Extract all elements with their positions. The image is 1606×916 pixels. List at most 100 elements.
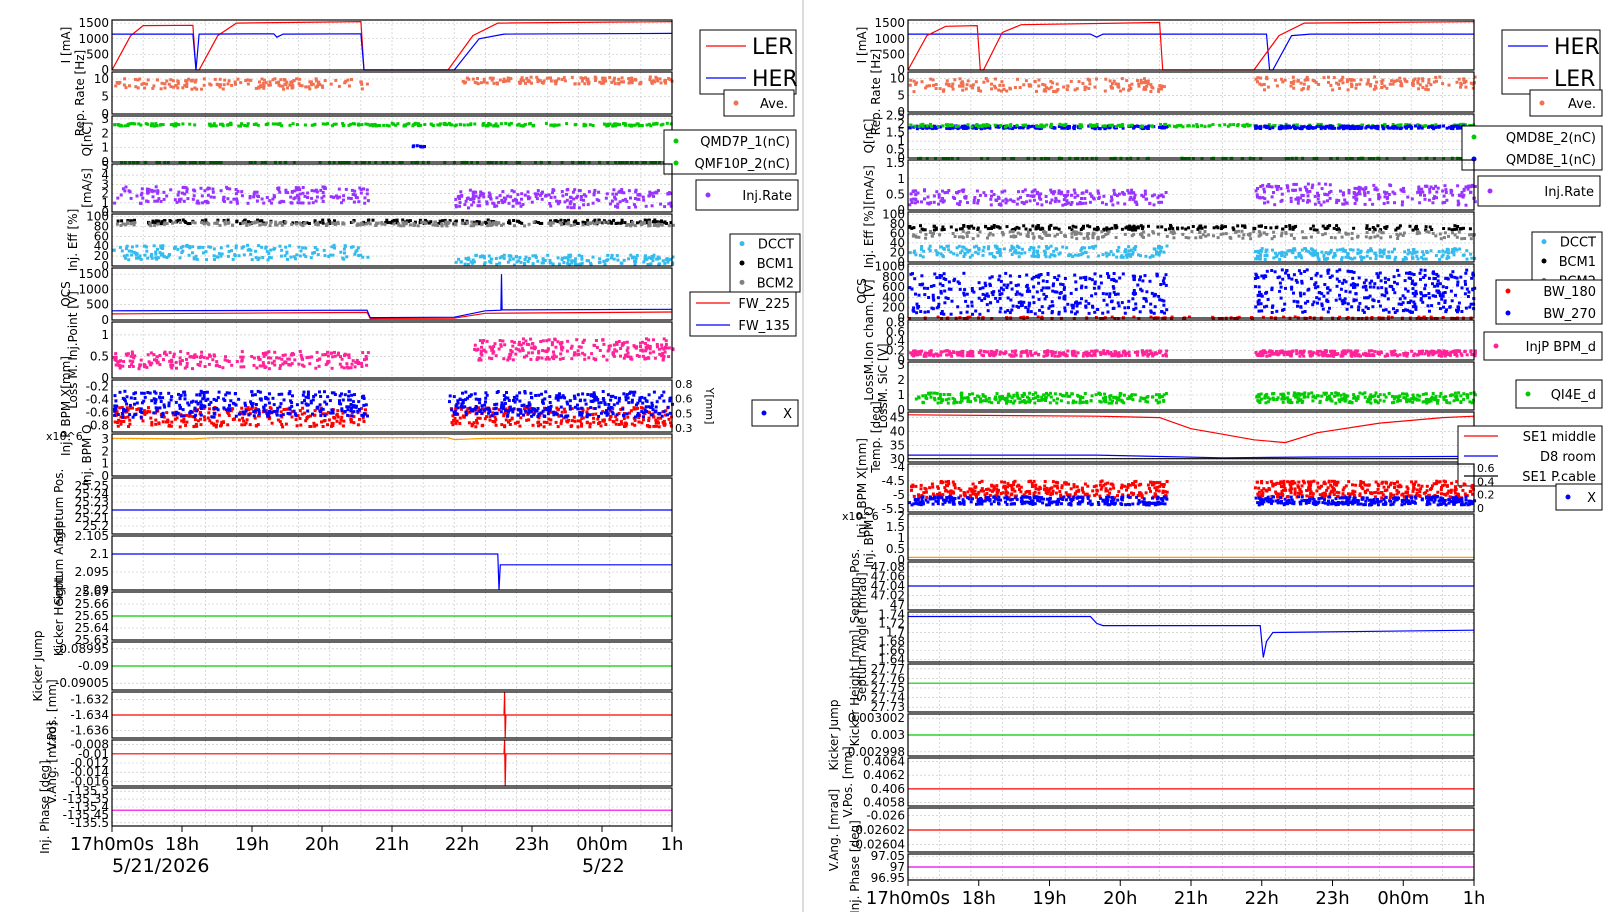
left-chart-1-series-ave--point [128, 84, 131, 87]
left-chart-4-series-dcct-point [520, 261, 523, 264]
right-chart-1-series-ave--point [998, 84, 1001, 87]
left-chart-7-series-y-point [148, 410, 151, 413]
left-chart-1-series-ave--point [145, 83, 148, 86]
left-chart-4-series-dcct-point [567, 259, 570, 262]
right-chart-1-series-ave--point [986, 79, 989, 82]
left-chart-6-series-trace-point [316, 351, 319, 354]
left-chart-3-series-inj-rate-point [611, 200, 614, 203]
left-chart-4-series-dcct-point [616, 259, 619, 262]
left-chart-7-series-x-point [523, 404, 526, 407]
left-chart-3-series-inj-rate-point [182, 186, 185, 189]
left-chart-6-series-trace-point [613, 344, 616, 347]
left-chart-4-series-dcct-point [644, 254, 647, 257]
left-chart-3-series-inj-rate-point [342, 199, 345, 202]
left-chart-2-series-qmd7p-1-nc--point [210, 124, 213, 127]
left-chart-7-series-y-point [117, 419, 120, 422]
left-chart-6-series-trace-point [157, 361, 160, 364]
left-chart-6-series-trace-point [520, 344, 523, 347]
left-chart-7-series-x-point [237, 398, 240, 401]
left-chart-7-series-x-point [648, 393, 651, 396]
left-chart-6-series-trace-point [547, 347, 550, 350]
right-chart-1-series-ave--point [966, 83, 969, 86]
left-chart-1-series-ave--point [310, 83, 313, 86]
left-chart-4-series-bcm1-point [660, 219, 663, 222]
right-chart-2-series-qmd8e-1-nc--point [1137, 125, 1140, 128]
left-chart-4-series-dcct-point [490, 261, 493, 264]
left-chart-2-series-qmd7p-1-nc--point [357, 123, 360, 126]
left-chart-7-series-x-point [257, 408, 260, 411]
left-chart-1-series-ave--point [304, 85, 307, 88]
left-chart-7-series-x-point [581, 392, 584, 395]
left-chart-7-series-y-point [240, 423, 243, 426]
right-chart-1-series-ave--point [1383, 85, 1386, 88]
right-chart-1-series-ave--point [1255, 78, 1258, 81]
right-chart-1-series-ave--point [1337, 83, 1340, 86]
left-chart-3-series-inj-rate-point [553, 196, 556, 199]
left-chart-6-series-trace-point [158, 354, 161, 357]
left-chart-7-series-x-point [663, 410, 666, 413]
left-chart-3-series-inj-rate-point [150, 190, 153, 193]
right-chart-1-series-ave--point [1137, 83, 1140, 86]
left-chart-2-series-qmd7p-1-nc--point [253, 123, 256, 126]
left-chart-3-series-inj-rate-point [340, 201, 343, 204]
left-chart-7-series-x-point [631, 401, 634, 404]
right-chart-1-series-ave--point [942, 89, 945, 92]
right-chart-1-series-ave--point [1049, 80, 1052, 83]
left-chart-3-series-inj-rate-point [128, 189, 131, 192]
right-chart-1-series-ave--point [1143, 77, 1146, 80]
left-chart-7-series-y-point [543, 421, 546, 424]
right-chart-1-series-ave--point [1329, 84, 1332, 87]
left-chart-6-series-trace-point [552, 351, 555, 354]
left-chart-1-series-ave--point [472, 78, 475, 81]
left-chart-7-series-x-point [365, 403, 368, 406]
left-chart-7-series-x-point [177, 393, 180, 396]
left-chart-4-series-bcm1-point [367, 219, 370, 222]
right-chart-2-series-qmd8e-2-nc--point [1163, 123, 1166, 126]
left-chart-6-series-trace-point [198, 364, 201, 367]
left-chart-1-series-ave--point [123, 84, 126, 87]
left-chart-2-series-qmd7p-1-nc--point [494, 124, 497, 127]
left-chart-6-series-trace-point [491, 347, 494, 350]
left-chart-6-series-trace-point [179, 360, 182, 363]
right-chart-2-series-qmd8e-2-nc--point [1015, 124, 1018, 127]
left-chart-6-series-trace-point [474, 344, 477, 347]
left-chart-1-ytick-label: 10 [94, 72, 109, 86]
left-chart-1-series-ave--point [608, 76, 611, 79]
left-chart-7-series-y-point [280, 410, 283, 413]
left-chart-3-series-inj-rate-point [297, 186, 300, 189]
right-chart-1-series-ave--point [1014, 86, 1017, 89]
left-chart-3-series-inj-rate-point [520, 198, 523, 201]
right-chart-2-series-qmd8e-2-nc--point [1009, 123, 1012, 126]
left-chart-7-series-y-point [322, 425, 325, 428]
left-chart-7-series-y-point [219, 424, 222, 427]
left-chart-1-series-ave--point [279, 78, 282, 81]
left-chart-7-series-x-point [136, 402, 139, 405]
left-chart-3-series-inj-rate-point [570, 206, 573, 209]
left-chart-6-series-trace-point [155, 355, 158, 358]
left-chart-4-series-bcm1-point [204, 219, 207, 222]
left-chart-4-series-bcm2-point [326, 223, 329, 226]
left-chart-3-series-inj-rate-point [360, 192, 363, 195]
left-chart-3-series-inj-rate-point [639, 194, 642, 197]
left-chart-6-series-trace-point [331, 367, 334, 370]
left-chart-7-series-y-point [207, 411, 210, 414]
left-chart-7-series-y-point [249, 423, 252, 426]
right-chart-2-series-qmd8e-2-nc--point [1130, 124, 1133, 127]
left-chart-7-series-x-point [180, 415, 183, 418]
right-chart-1-series-ave--point [1127, 89, 1130, 92]
right-chart-1-series-ave--point [952, 88, 955, 91]
left-chart-7-series-y-point [546, 421, 549, 424]
left-chart-4-series-dcct-point [191, 251, 194, 254]
left-chart-7-series-x-point [329, 399, 332, 402]
right-chart-2-series-qmd8e-2-nc--point [1127, 125, 1130, 128]
left-chart-1-series-ave--point [360, 81, 363, 84]
left-chart-1-series-ave--point [649, 76, 652, 79]
right-chart-1-series-ave--point [1263, 88, 1266, 91]
left-chart-3-series-inj-rate-point [548, 193, 551, 196]
left-chart-7-series-y-point [301, 413, 304, 416]
left-chart-1-series-ave--point [210, 84, 213, 87]
left-chart-6-series-trace-point [250, 355, 253, 358]
left-chart-4-series-dcct-point [344, 244, 347, 247]
right-chart-2-series-qmd8e-1-nc--point [1018, 126, 1021, 129]
left-chart-1-series-ave--point [246, 78, 249, 81]
